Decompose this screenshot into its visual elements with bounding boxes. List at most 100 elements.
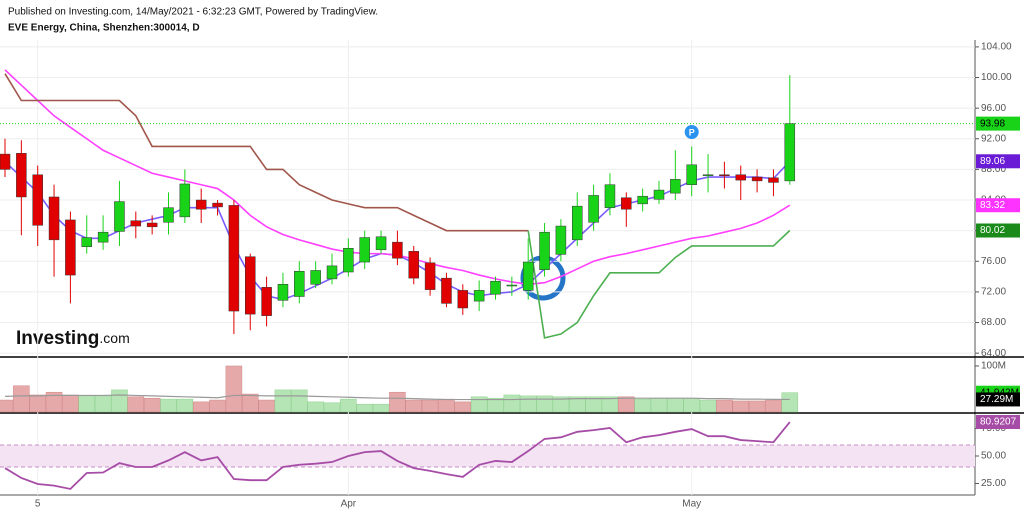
volume-bar	[291, 389, 308, 413]
candle-body	[343, 248, 354, 273]
candle-body	[572, 205, 583, 241]
y-tick-label: 104.00	[981, 42, 1012, 53]
axis-value-label: 93.98	[980, 118, 1005, 129]
candle-body	[424, 262, 436, 290]
volume-bar	[454, 401, 472, 413]
volume-bar	[667, 397, 684, 413]
candle-body	[359, 237, 370, 263]
volume-ma-line	[4, 394, 790, 401]
volume-bar	[421, 399, 439, 413]
candle-body	[48, 196, 60, 241]
volume-bar	[356, 403, 373, 413]
candle-body	[441, 277, 452, 304]
volume-bar	[748, 400, 766, 413]
rsi-band	[0, 445, 975, 467]
axis-label-box	[976, 198, 1020, 213]
event-marker	[684, 125, 699, 139]
candle-body	[65, 219, 76, 276]
volume-bar	[585, 396, 602, 413]
volume-bar	[438, 398, 455, 413]
volume-bar	[192, 401, 210, 413]
logo-main: Investing	[16, 328, 99, 349]
volume-bar	[372, 403, 390, 413]
y-tick-label: 64.00	[981, 348, 1006, 359]
volume-bar	[618, 396, 635, 413]
candle-body	[621, 197, 632, 210]
volume-bar	[732, 400, 749, 413]
volume-bar	[519, 395, 537, 413]
chart-title: Published on Investing.com, 14/May/2021 …	[8, 7, 378, 18]
candle-body	[0, 153, 11, 170]
volume-bar	[242, 393, 259, 413]
candle-body	[751, 176, 763, 182]
volume-bar	[487, 397, 504, 413]
candle-body	[522, 261, 534, 291]
candle-body	[16, 153, 27, 198]
candle-body	[81, 237, 92, 247]
candle-body	[114, 201, 125, 232]
volume-bar	[650, 397, 668, 413]
y-tick-label: 100.00	[981, 72, 1012, 83]
volume-bar	[781, 392, 799, 413]
volume-bar	[405, 399, 422, 413]
candle-body	[326, 265, 338, 280]
y-tick-label: 25.00	[981, 478, 1006, 489]
volume-bar	[552, 396, 570, 413]
y-tick-label: 68.00	[981, 317, 1006, 328]
candle-body	[702, 174, 714, 177]
axis-value-label: 27.29M	[980, 394, 1013, 405]
event-marker-label: P	[689, 127, 695, 137]
candle-body	[277, 284, 289, 301]
candle-body	[375, 236, 387, 251]
logo-suffix: .com	[99, 330, 129, 346]
y-tick-label: 88.00	[981, 164, 1006, 175]
volume-bar	[13, 385, 30, 413]
volume-bar	[569, 396, 586, 413]
volume-bar	[536, 395, 553, 413]
candle-body	[670, 179, 681, 194]
y-tick-label: 96.00	[981, 103, 1006, 114]
y-tick-label: 92.00	[981, 133, 1006, 144]
candle-body	[604, 184, 616, 208]
chart-subtitle: EVE Energy, China, Shenzhen:300014, D	[8, 23, 200, 34]
candle-body	[490, 280, 501, 295]
volume-bar	[389, 391, 406, 413]
axis-label-box	[976, 223, 1020, 238]
volume-bar	[503, 394, 521, 413]
candle-body	[392, 241, 403, 259]
volume-bar	[94, 395, 112, 413]
volume-bar	[634, 398, 651, 413]
volume-bar	[209, 399, 226, 413]
candle-body	[457, 290, 469, 309]
candle-body	[97, 231, 109, 243]
candle-body	[637, 195, 648, 205]
candle-body	[32, 174, 43, 226]
candle-body	[539, 231, 550, 270]
volume-bar	[601, 396, 619, 413]
volume-bar	[683, 397, 700, 413]
candle-body	[130, 220, 142, 227]
volume-bar	[176, 398, 194, 413]
volume-bar	[258, 399, 275, 413]
axis-value-label: 80.02	[980, 225, 1005, 236]
logo: Investing.com	[16, 328, 130, 349]
frame	[0, 40, 1024, 496]
y-tick-label: 76.00	[981, 256, 1006, 267]
candle-body	[245, 256, 256, 315]
volume-bar	[0, 399, 14, 413]
overlay-line	[4, 73, 529, 232]
candle-body	[588, 195, 599, 223]
candle-body	[408, 251, 419, 279]
volume-bar	[78, 395, 95, 413]
volume-bar	[111, 389, 128, 413]
axis-label-box	[976, 415, 1020, 430]
volume-bar	[274, 389, 292, 413]
candle-body	[735, 174, 746, 181]
x-tick-label: Apr	[341, 499, 357, 510]
candle-body	[784, 123, 796, 182]
axis-value-label: 80.9207	[980, 417, 1017, 428]
candle-body	[310, 270, 321, 285]
candle-body	[473, 290, 485, 302]
